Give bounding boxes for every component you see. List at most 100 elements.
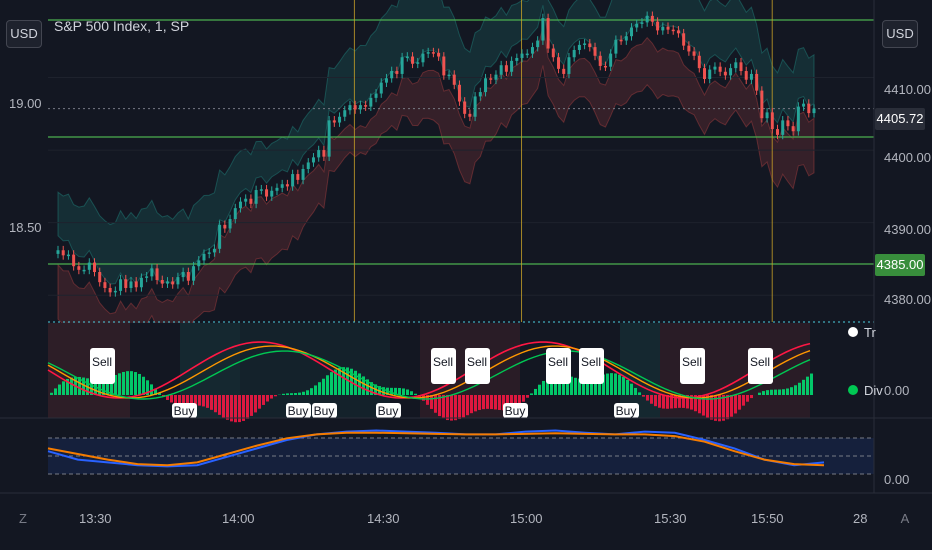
candle-body xyxy=(301,168,305,180)
candle-body xyxy=(150,268,154,277)
histogram-bar xyxy=(58,384,61,395)
histogram-bar xyxy=(362,376,365,395)
histogram-bar xyxy=(590,378,593,395)
histogram-bar xyxy=(170,395,173,403)
histogram-bar xyxy=(370,382,373,395)
candle-body xyxy=(614,39,618,54)
histogram-bar xyxy=(202,395,205,407)
histogram-bar xyxy=(238,395,241,423)
sell-label: Sell xyxy=(548,355,568,369)
histogram-bar xyxy=(194,395,197,406)
histogram-bar xyxy=(682,395,685,408)
histogram-bar xyxy=(642,395,645,397)
candle-body xyxy=(744,71,748,80)
histogram-bar xyxy=(290,393,293,395)
candle-body xyxy=(306,162,310,169)
candle-body xyxy=(515,57,519,61)
candle-body xyxy=(275,187,279,191)
time-axis-label: 28 xyxy=(853,511,868,526)
histogram-bar xyxy=(138,373,141,395)
histogram-bar xyxy=(690,395,693,410)
candle-body xyxy=(124,279,128,288)
candle-body xyxy=(739,62,743,72)
candle-body xyxy=(66,254,70,257)
time-axis-label: 14:30 xyxy=(367,511,400,526)
histogram-bar xyxy=(426,395,429,405)
auto-scale-button[interactable]: A xyxy=(900,511,910,526)
candle-body xyxy=(364,105,368,107)
histogram-bar xyxy=(154,388,157,395)
candle-body xyxy=(212,248,216,253)
legend-dot-icon xyxy=(848,327,858,337)
sell-signal: Sell xyxy=(748,348,773,384)
buy-signal: Buy xyxy=(172,403,197,418)
candle-body xyxy=(583,43,587,45)
histogram-bar xyxy=(66,378,69,395)
histogram-bar xyxy=(70,377,73,395)
candle-body xyxy=(525,53,529,56)
candle-body xyxy=(421,53,425,63)
currency-button-right[interactable]: USD xyxy=(882,20,918,48)
histogram-bar xyxy=(434,395,437,413)
candle-body xyxy=(463,101,467,114)
right-scale-tick: 4380.00 xyxy=(884,292,931,307)
lower-cloud xyxy=(57,26,815,350)
oscillator-scale-tick: 0.00 xyxy=(884,472,910,487)
candle-body xyxy=(619,39,623,42)
zoom-button[interactable]: Z xyxy=(19,511,27,526)
candle-body xyxy=(687,45,691,52)
histogram-bar xyxy=(178,395,181,406)
candle-body xyxy=(807,103,811,114)
candle-body xyxy=(56,250,60,254)
histogram-bar xyxy=(586,378,589,395)
candle-body xyxy=(457,84,461,102)
histogram-bar xyxy=(618,374,621,395)
histogram-bar xyxy=(674,395,677,409)
histogram-bar xyxy=(614,373,617,395)
candle-body xyxy=(447,74,451,77)
histogram-bar xyxy=(726,395,729,420)
candle-body xyxy=(489,78,493,80)
currency-button-left[interactable]: USD xyxy=(6,20,42,48)
histogram-bar xyxy=(250,395,253,416)
candle-body xyxy=(557,57,561,69)
histogram-bar xyxy=(638,392,641,395)
legend-divergence[interactable]: Div xyxy=(848,383,883,398)
candle-body xyxy=(713,66,717,70)
histogram-bar xyxy=(402,388,405,395)
histogram-bar xyxy=(314,385,317,395)
sell-signal: Sell xyxy=(90,348,115,384)
candle-body xyxy=(729,68,733,76)
histogram-bar xyxy=(118,373,121,395)
candle-body xyxy=(572,49,576,58)
histogram-bar xyxy=(670,395,673,409)
candle-body xyxy=(108,287,112,293)
candle-body xyxy=(327,120,331,157)
candle-body xyxy=(473,96,477,117)
buy-label: Buy xyxy=(288,404,309,418)
histogram-bar xyxy=(358,373,361,395)
histogram-bar xyxy=(230,395,233,422)
candle-body xyxy=(332,120,336,123)
histogram-bar xyxy=(150,384,153,395)
chart-title: S&P 500 Index, 1, SP xyxy=(54,18,190,34)
candle-body xyxy=(593,47,597,56)
histogram-bar xyxy=(494,395,497,410)
orange-oscillator-line xyxy=(47,431,825,467)
histogram-bar xyxy=(546,377,549,395)
sell-label: Sell xyxy=(92,355,112,369)
histogram-bar xyxy=(318,382,321,395)
candle-body xyxy=(348,105,352,111)
histogram-bar xyxy=(662,395,665,409)
histogram-bar xyxy=(174,395,177,405)
legend-trend[interactable]: Tr xyxy=(848,325,876,340)
histogram-bar xyxy=(310,388,313,395)
grid-lines xyxy=(48,77,874,296)
histogram-bar xyxy=(302,391,305,395)
candle-body xyxy=(796,106,800,132)
histogram-bar xyxy=(54,388,57,395)
histogram-bar xyxy=(482,395,485,410)
histogram-bar xyxy=(410,391,413,395)
candle-body xyxy=(395,71,399,74)
